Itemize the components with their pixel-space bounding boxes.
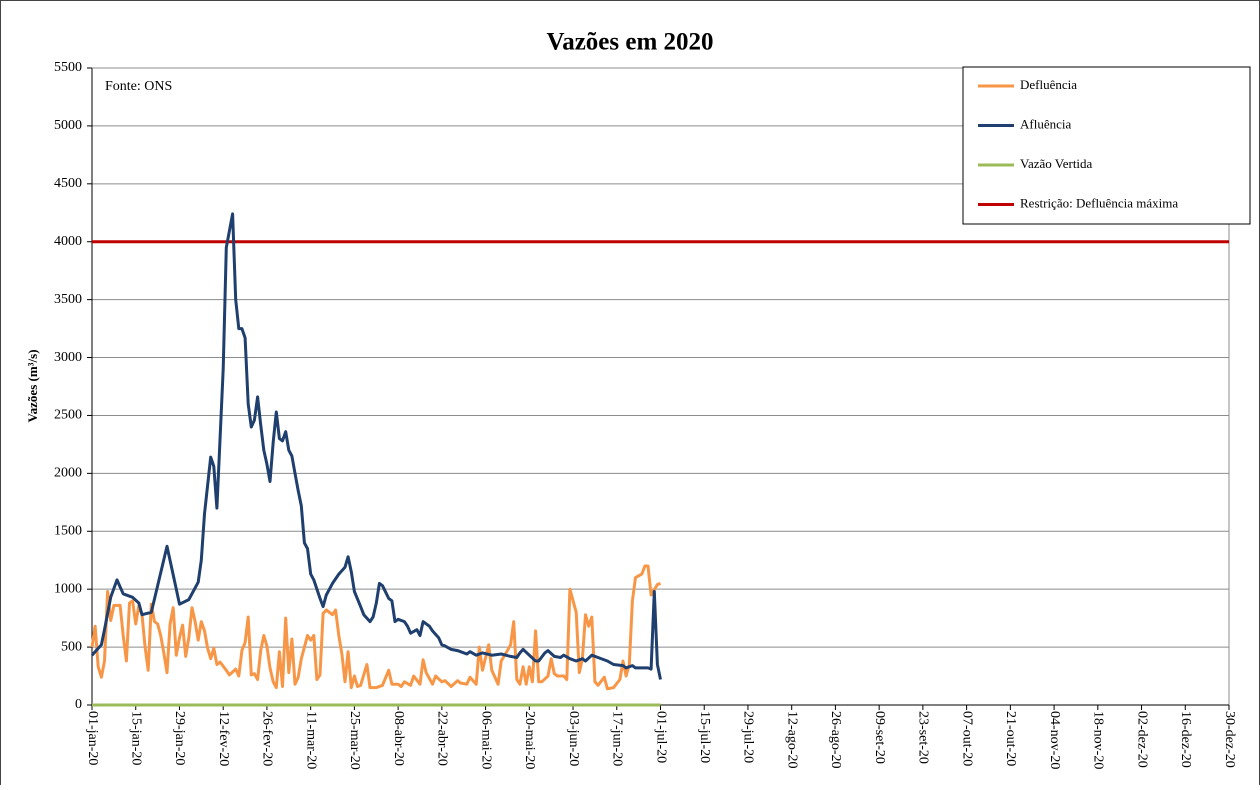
- y-tick-label: 4500: [54, 176, 82, 191]
- x-tick-label: 26-ago-20: [828, 711, 843, 769]
- chart-title: Vazões em 2020: [546, 29, 713, 56]
- x-tick-label: 12-fev-20: [216, 711, 231, 766]
- y-tick-label: 2000: [54, 466, 82, 481]
- y-tick-label: 3500: [54, 292, 82, 307]
- x-tick-label: 07-out-20: [959, 711, 974, 766]
- legend-label: Restrição: Defluência máxima: [1020, 195, 1178, 210]
- legend-box: [962, 66, 1251, 225]
- x-tick-label: 22-abr-20: [435, 711, 450, 766]
- x-tick-label: 17-jun-20: [610, 711, 625, 766]
- y-tick-label: 5500: [54, 60, 82, 75]
- x-tick-label: 20-mai-20: [522, 711, 537, 769]
- x-tick-label: 01-jul-20: [653, 711, 668, 763]
- x-tick-label: 15-jul-20: [697, 711, 712, 763]
- x-tick-label: 29-jul-20: [741, 711, 756, 763]
- y-tick-label: 2500: [54, 408, 82, 423]
- x-tick-label: 04-nov-20: [1047, 711, 1062, 769]
- y-tick-label: 500: [61, 639, 82, 654]
- x-tick-label: 21-out-20: [1003, 711, 1018, 766]
- x-tick-label: 15-jan-20: [129, 711, 144, 765]
- series-line: [90, 212, 662, 680]
- x-tick-label: 08-abr-20: [391, 711, 406, 766]
- annotation: Fonte: ONS: [105, 79, 172, 94]
- legend-label: Defluência: [1020, 77, 1077, 92]
- legend-label: Afluência: [1020, 116, 1071, 131]
- y-tick-label: 1500: [54, 523, 82, 538]
- y-tick-label: 4000: [54, 234, 82, 249]
- x-tick-label: 03-jun-20: [566, 711, 581, 766]
- x-tick-label: 30-dez-20: [1222, 711, 1237, 768]
- x-tick-label: 02-dez-20: [1134, 711, 1149, 768]
- x-tick-label: 11-mar-20: [303, 711, 318, 769]
- x-tick-label: 29-jan-20: [172, 711, 187, 765]
- y-tick-label: 3000: [54, 350, 82, 365]
- y-tick-label: 1000: [54, 581, 82, 596]
- x-tick-label: 06-mai-20: [478, 711, 493, 769]
- x-tick-label: 25-mar-20: [347, 711, 362, 770]
- x-tick-label: 16-dez-20: [1178, 711, 1193, 768]
- x-tick-label: 01-jan-20: [85, 711, 100, 765]
- x-tick-label: 26-fev-20: [260, 711, 275, 766]
- y-axis-label: Vazões (m³/s): [25, 349, 40, 422]
- y-tick-label: 5000: [54, 118, 82, 133]
- y-tick-label: 0: [75, 697, 82, 712]
- x-tick-label: 23-set-20: [916, 711, 931, 764]
- series-line: [90, 564, 662, 691]
- x-tick-label: 12-ago-20: [784, 711, 799, 769]
- x-tick-label: 18-nov-20: [1091, 711, 1106, 769]
- x-tick-label: 09-set-20: [872, 711, 887, 764]
- legend-label: Vazão Vertida: [1020, 156, 1093, 171]
